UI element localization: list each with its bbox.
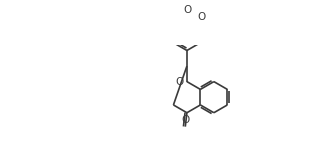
Text: O: O [175, 77, 183, 87]
Text: O: O [197, 12, 205, 22]
Text: O: O [181, 115, 189, 125]
Text: O: O [183, 4, 192, 15]
